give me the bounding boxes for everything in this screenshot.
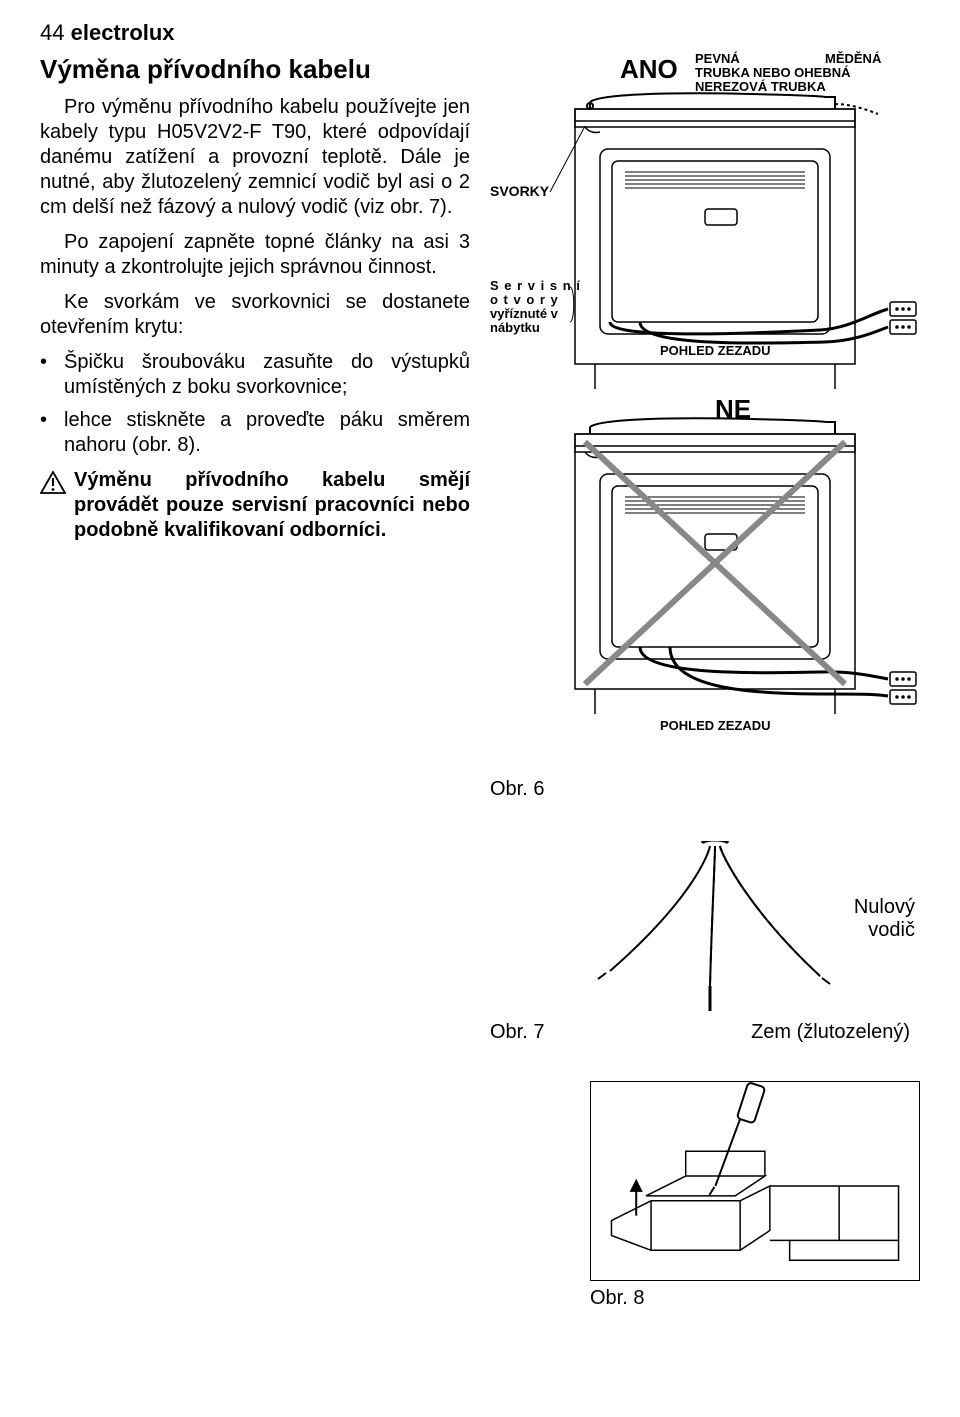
bullet-1: Špičku šroubováku zasuňte do výstupků um… [40, 350, 470, 400]
label-nerez: NEREZOVÁ TRUBKA [695, 80, 826, 94]
figure-6-svg [490, 54, 920, 774]
label-ne: NE [715, 394, 751, 425]
warning-icon [40, 471, 66, 495]
figure-7: Nulový vodič Zem (žlutozelený) Obr. 7 [490, 841, 920, 1051]
paragraph-1: Pro výměnu přívodního kabelu používejte … [40, 95, 470, 220]
label-servis4: nábytku [490, 321, 540, 335]
label-nulovy: Nulový [854, 896, 915, 919]
figure-6-caption: Obr. 6 [490, 778, 920, 801]
label-ano: ANO [620, 54, 678, 85]
label-pohled-1: POHLED ZEZADU [660, 344, 771, 358]
figure-6: ANO PEVNÁ MĚDĚNÁ TRUBKA NEBO OHEBNÁ NERE… [490, 54, 920, 774]
figures-column: ANO PEVNÁ MĚDĚNÁ TRUBKA NEBO OHEBNÁ NERE… [490, 54, 920, 1310]
section-title: Výměna přívodního kabelu [40, 54, 470, 85]
label-svorky: SVORKY [490, 184, 549, 199]
label-pohled-2: POHLED ZEZADU [660, 719, 771, 733]
label-zem: Zem (žlutozelený) [751, 1021, 910, 1044]
figure-7-caption: Obr. 7 [490, 1021, 544, 1044]
bullet-2: lehce stiskněte a proveďte páku směrem n… [40, 408, 470, 458]
label-vodic: vodič [868, 919, 915, 942]
figure-8-caption: Obr. 8 [590, 1287, 920, 1310]
warning-text: Výměnu přívodního kabelu smějí provádět … [74, 468, 470, 543]
paragraph-3: Ke svorkám ve svorkovnici se dostanete o… [40, 290, 470, 340]
page-header: 44 electrolux [40, 20, 920, 46]
figure-8-svg [591, 1082, 919, 1280]
page-number: 44 [40, 20, 64, 45]
text-column: Výměna přívodního kabelu Pro výměnu přív… [40, 54, 470, 1310]
figure-8 [590, 1081, 920, 1281]
paragraph-2: Po zapojení zapněte topné články na asi … [40, 230, 470, 280]
figure-7-svg [490, 841, 920, 1051]
warning-block: Výměnu přívodního kabelu smějí provádět … [40, 468, 470, 543]
brand-name: electrolux [71, 20, 175, 45]
